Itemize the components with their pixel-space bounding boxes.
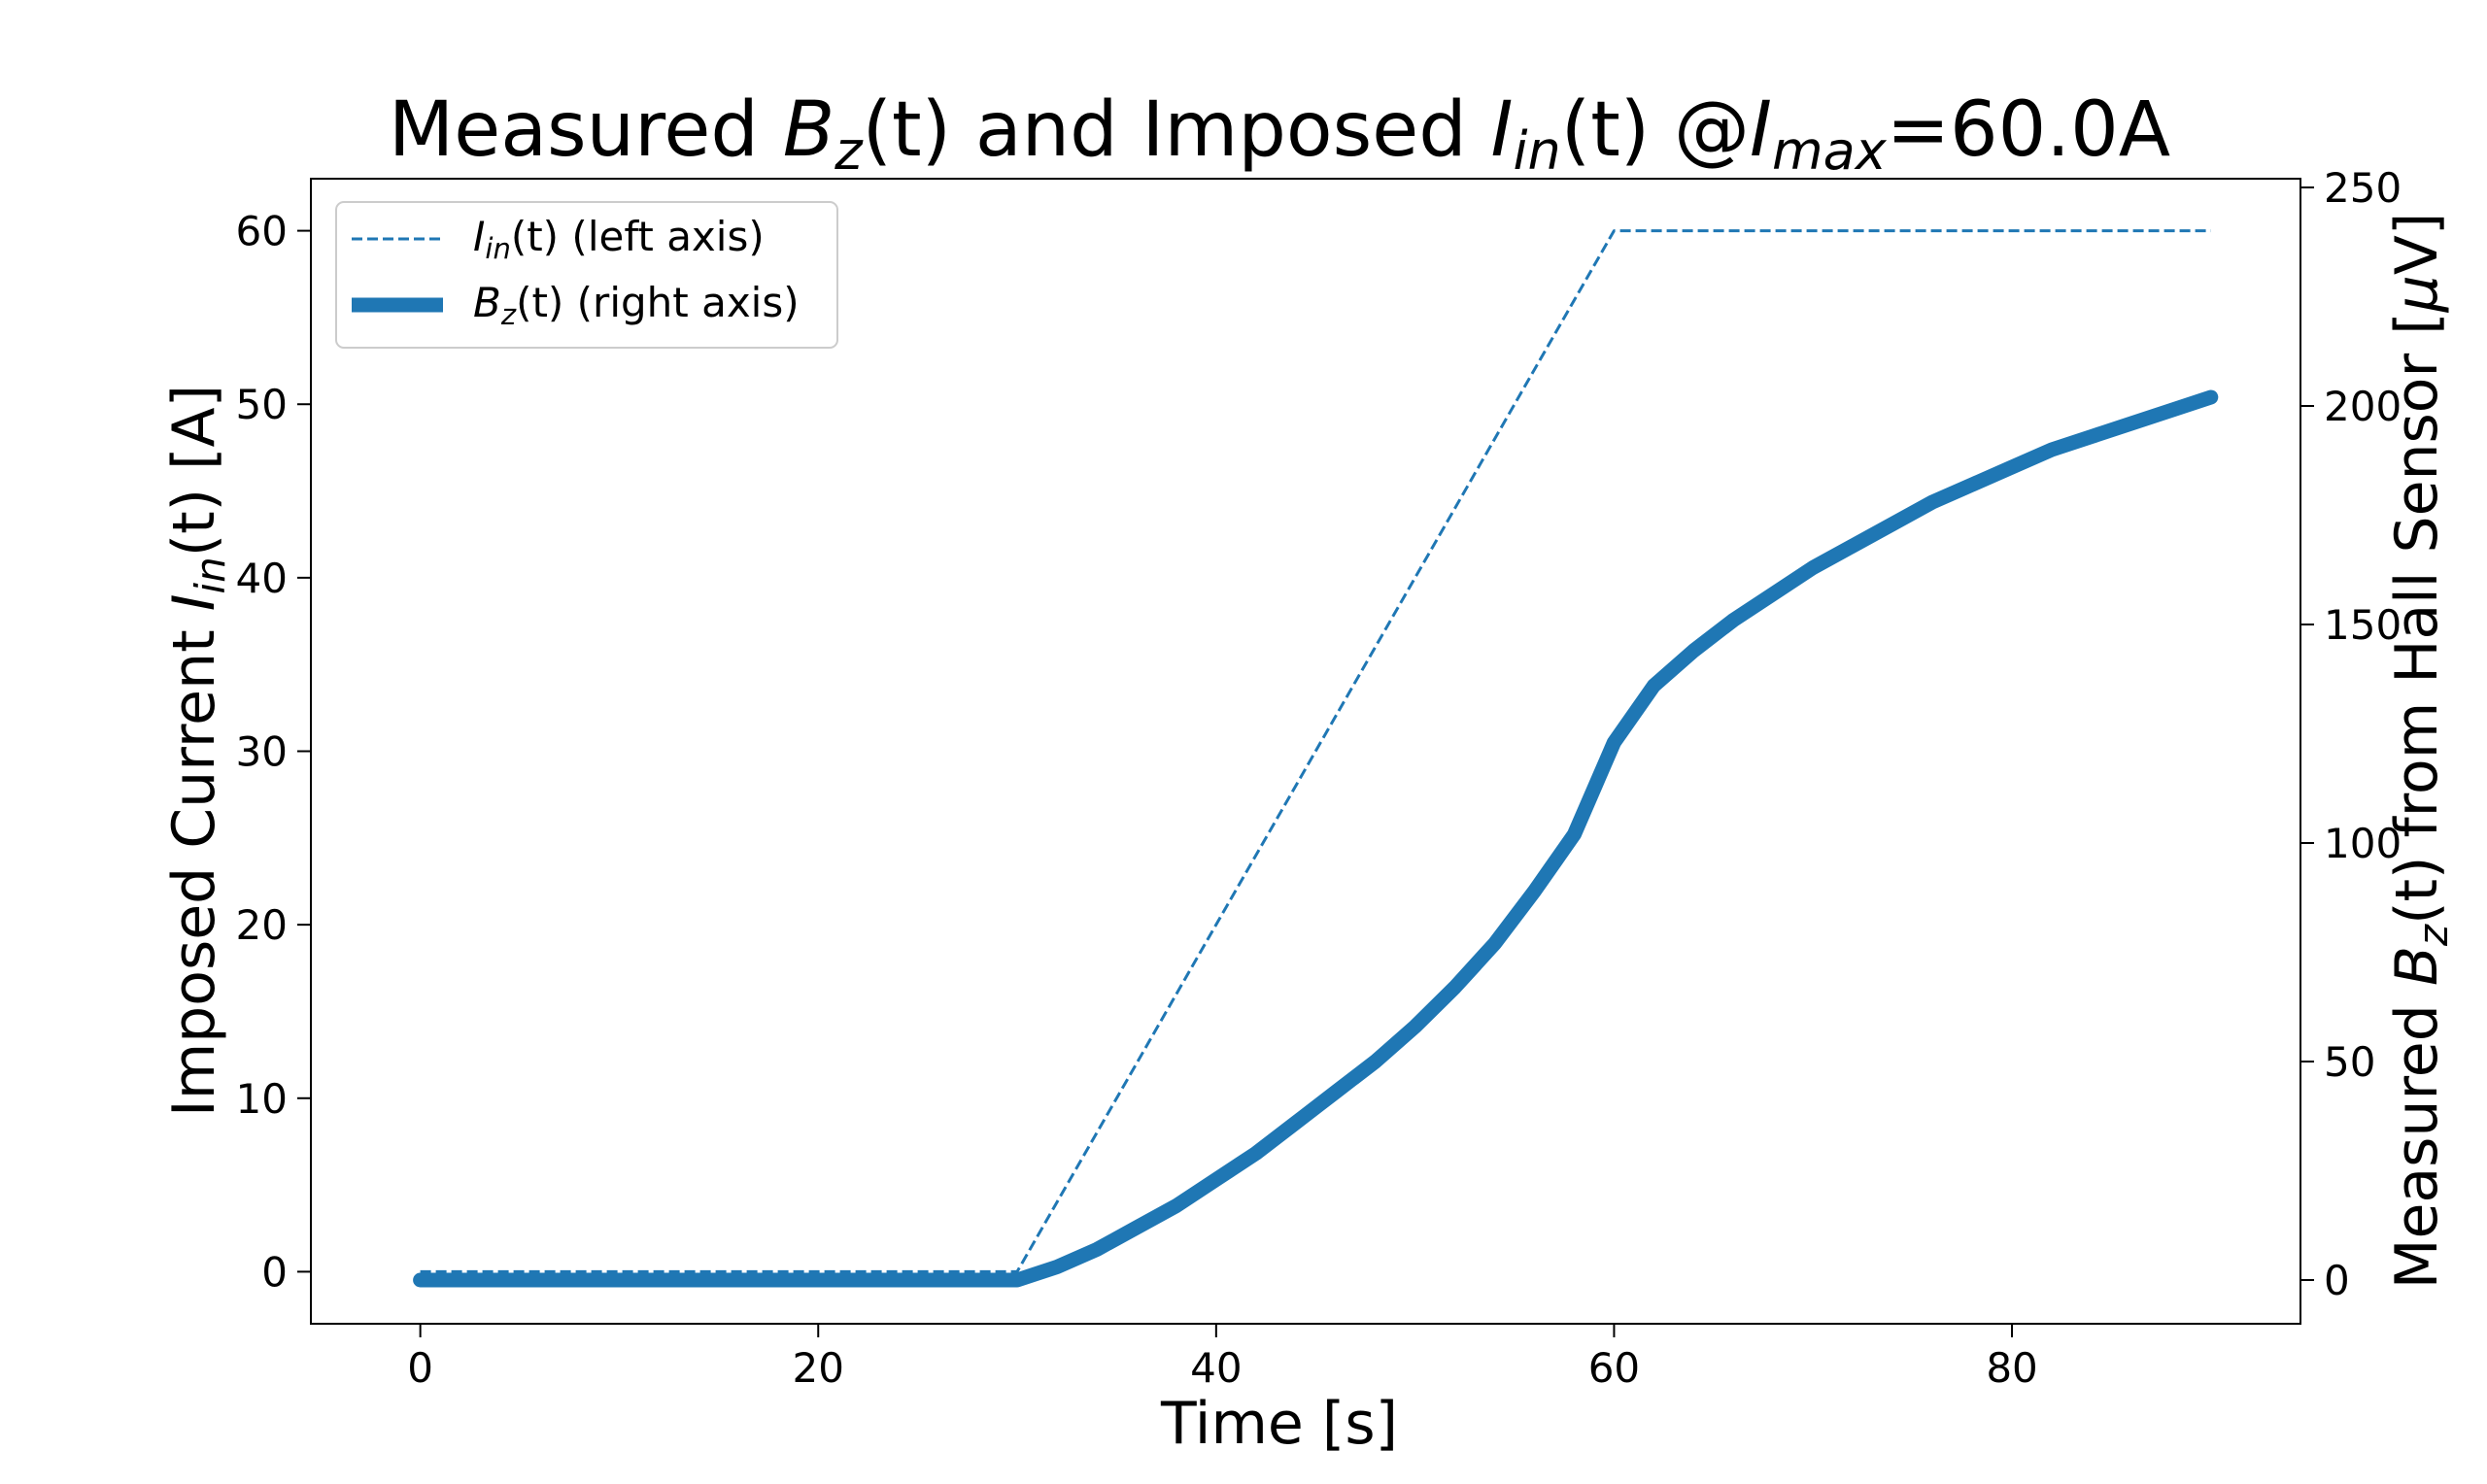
right-y-tick-label-150: 150 [2324,601,2402,649]
right-y-tick-label-200: 200 [2324,383,2402,430]
legend-label-bz: Bz(t) (right axis) [473,279,800,331]
right-y-tick-label-0: 0 [2324,1257,2350,1304]
x-tick-label-60: 60 [1588,1344,1640,1392]
left-y-tick-label-10: 10 [236,1075,288,1123]
x-tick-label-0: 0 [407,1344,433,1392]
right-y-tick-label-50: 50 [2324,1038,2375,1086]
series-line-bz [413,389,2219,1288]
left-y-axis: 0 10 20 30 40 50 60 [236,208,311,1296]
x-tick-label-80: 80 [1986,1344,2037,1392]
legend-frame [335,201,838,349]
x-axis-label: Time [s] [1160,1390,1398,1458]
right-y-tick-label-100: 100 [2324,820,2402,867]
left-y-tick-label-30: 30 [236,728,288,776]
left-y-tick-label-20: 20 [236,901,288,949]
plot-area [310,178,2301,1325]
left-y-tick-label-0: 0 [261,1248,288,1296]
series-line-iin [420,229,2211,1273]
left-y-tick-label-50: 50 [236,381,288,428]
left-y-tick-label-40: 40 [236,555,288,602]
legend-label-iin: Iin(t) (left axis) [473,213,765,265]
right-y-axis: 0 50 100 150 200 250 [2300,164,2402,1304]
x-axis: 0 20 40 60 80 [407,1324,2038,1392]
x-tick-label-20: 20 [793,1344,844,1392]
chart-title: Measured Bz(t) and Imposed Iin(t) @Imax=… [389,86,2170,182]
series-layer [413,229,2219,1288]
right-y-tick-label-250: 250 [2324,164,2402,212]
left-y-axis-label: Imposed Current Iin(t) [A] [160,385,234,1117]
legend: Iin(t) (left axis) Bz(t) (right axis) [335,201,838,349]
left-y-tick-label-60: 60 [236,208,288,255]
x-tick-label-40: 40 [1190,1344,1242,1392]
right-y-axis-label: Measured Bz(t) from Hall Sensor [μV] [2383,213,2457,1290]
